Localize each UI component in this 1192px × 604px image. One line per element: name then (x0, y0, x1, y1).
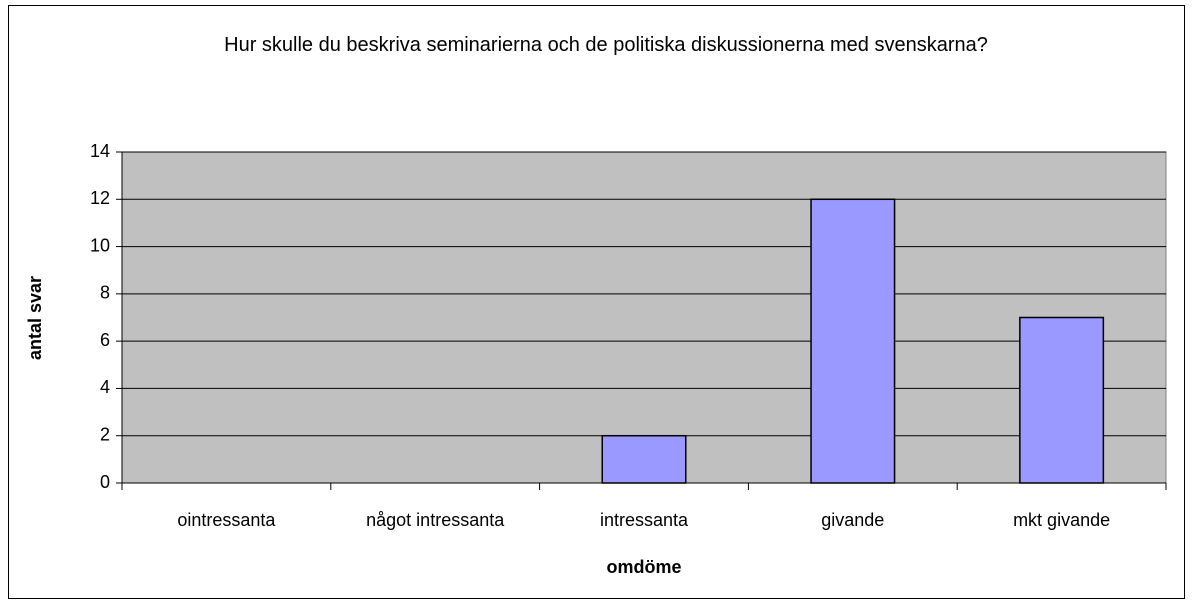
y-tick-label: 0 (100, 472, 110, 492)
x-tick-label: givande (821, 510, 884, 530)
x-tick-label: mkt givande (1013, 510, 1110, 530)
bar (810, 198, 896, 484)
bar (601, 434, 687, 484)
y-tick-label: 14 (90, 141, 110, 161)
y-tick-label: 10 (90, 235, 110, 255)
chart-title: Hur skulle du beskriva seminarierna och … (224, 34, 988, 56)
x-tick-label: ointressanta (177, 510, 276, 530)
y-axis-title: antal svar (25, 276, 45, 360)
x-axis-title: omdöme (606, 557, 681, 577)
y-tick-label: 4 (100, 377, 110, 397)
x-tick-label: intressanta (600, 510, 689, 530)
plot-area (121, 151, 1167, 484)
y-tick-label: 12 (90, 188, 110, 208)
y-tick-label: 2 (100, 424, 110, 444)
y-tick-label: 6 (100, 330, 110, 350)
x-tick-label: något intressanta (366, 510, 505, 530)
y-tick-label: 8 (100, 283, 110, 303)
bar (1019, 316, 1105, 484)
